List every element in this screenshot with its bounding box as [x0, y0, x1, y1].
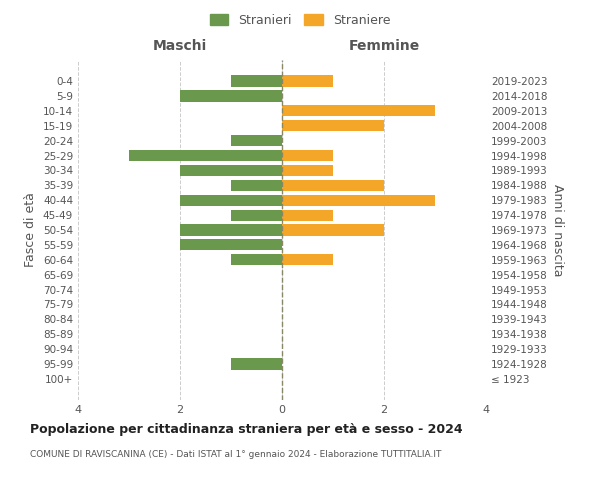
Bar	[282, 194, 435, 206]
Bar	[282, 150, 333, 161]
Legend: Stranieri, Straniere: Stranieri, Straniere	[205, 8, 395, 32]
Y-axis label: Fasce di età: Fasce di età	[25, 192, 37, 268]
Bar	[231, 254, 282, 266]
Bar	[282, 76, 333, 86]
Bar	[282, 210, 333, 220]
Bar	[231, 358, 282, 370]
Text: COMUNE DI RAVISCANINA (CE) - Dati ISTAT al 1° gennaio 2024 - Elaborazione TUTTIT: COMUNE DI RAVISCANINA (CE) - Dati ISTAT …	[30, 450, 442, 459]
Y-axis label: Anni di nascita: Anni di nascita	[551, 184, 564, 276]
Bar	[282, 165, 333, 176]
Bar	[180, 165, 282, 176]
Bar	[282, 254, 333, 266]
Text: Femmine: Femmine	[349, 39, 419, 53]
Text: Maschi: Maschi	[153, 39, 207, 53]
Text: Popolazione per cittadinanza straniera per età e sesso - 2024: Popolazione per cittadinanza straniera p…	[30, 422, 463, 436]
Bar	[282, 224, 384, 235]
Bar	[180, 224, 282, 235]
Bar	[282, 105, 435, 117]
Bar	[180, 90, 282, 102]
Bar	[129, 150, 282, 161]
Bar	[231, 180, 282, 191]
Bar	[282, 120, 384, 132]
Bar	[231, 135, 282, 146]
Bar	[282, 180, 384, 191]
Bar	[231, 210, 282, 220]
Bar	[180, 240, 282, 250]
Bar	[231, 76, 282, 86]
Bar	[180, 194, 282, 206]
